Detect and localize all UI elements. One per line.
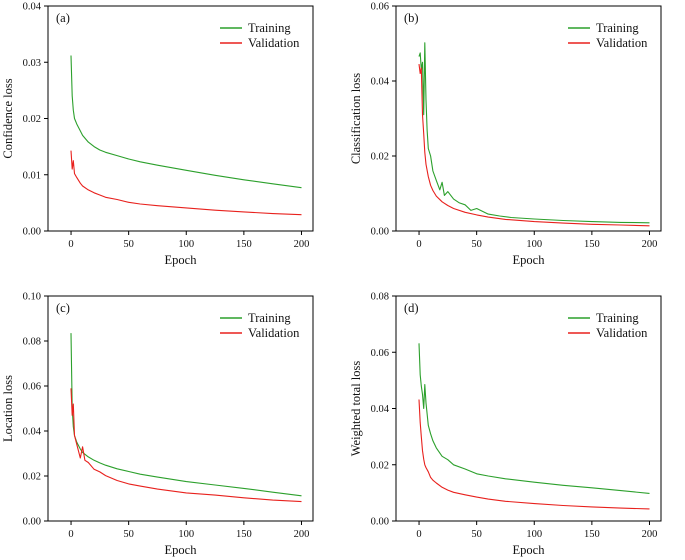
y-tick-label: 0.04 <box>371 77 390 88</box>
chart-panel-d: 0 50 100 150 200 0.00 0.02 0.04 0.06 0.08 Epoch Wei… <box>349 292 662 557</box>
x-tick-label: 100 <box>526 529 542 540</box>
y-tick-label: 0.00 <box>23 227 41 238</box>
y-axis-label: Location loss <box>1 375 15 442</box>
legend-label-validation: Validation <box>596 326 648 340</box>
y-axis-label: Classification loss <box>349 73 363 164</box>
y-tick-label: 0.06 <box>371 348 389 359</box>
y-tick-label: 0.02 <box>23 114 41 125</box>
legend-label-validation: Validation <box>248 36 300 50</box>
x-tick-label: 50 <box>471 239 482 250</box>
y-tick-label: 0.01 <box>23 170 41 181</box>
x-tick-label: 50 <box>123 239 134 250</box>
y-tick-label: 0.06 <box>23 382 41 393</box>
x-tick-label: 50 <box>123 529 134 540</box>
chart-panel-c: 0 50 100 150 200 0.00 0.02 0.04 0.06 0.08 0.10 Epoc… <box>1 292 314 557</box>
y-axis-label: Confidence loss <box>1 78 15 158</box>
panel-label: (b) <box>404 11 419 25</box>
y-tick-label: 0.02 <box>371 460 389 471</box>
y-tick-label: 0.00 <box>371 227 389 238</box>
series-line-validation <box>70 150 302 216</box>
y-tick-label: 0.04 <box>23 427 42 438</box>
y-axis-label: Weighted total loss <box>349 361 363 457</box>
x-tick-label: 200 <box>642 529 658 540</box>
series-line-training <box>70 55 302 189</box>
legend-label-training: Training <box>248 21 291 35</box>
y-tick-label: 0.10 <box>23 292 41 303</box>
x-tick-label: 150 <box>584 529 600 540</box>
series-line-validation <box>70 388 302 503</box>
x-tick-label: 150 <box>584 239 600 250</box>
x-tick-label: 50 <box>471 529 482 540</box>
series-line-training <box>418 42 650 224</box>
x-tick-label: 0 <box>416 529 421 540</box>
y-tick-label: 0.06 <box>371 2 389 13</box>
plot-frame <box>47 295 314 522</box>
panel-label: (d) <box>404 301 419 315</box>
legend-label-validation: Validation <box>596 36 648 50</box>
y-tick-label: 0.00 <box>371 517 389 528</box>
x-axis-label: Epoch <box>165 253 198 267</box>
y-tick-label: 0.08 <box>23 337 41 348</box>
legend-label-training: Training <box>596 21 639 35</box>
x-tick-label: 0 <box>68 529 73 540</box>
x-tick-label: 200 <box>294 529 310 540</box>
x-tick-label: 150 <box>236 529 252 540</box>
chart-panel-a: 0 50 100 150 200 0.00 0.01 0.02 0.03 0.04 Epoch Con… <box>1 2 314 267</box>
x-tick-label: 0 <box>416 239 421 250</box>
series-line-training <box>70 333 302 497</box>
y-tick-label: 0.02 <box>23 472 41 483</box>
x-tick-label: 200 <box>294 239 310 250</box>
x-tick-label: 0 <box>68 239 73 250</box>
series-line-training <box>418 343 650 494</box>
y-tick-label: 0.08 <box>371 292 389 303</box>
series-line-validation <box>418 399 650 510</box>
x-tick-label: 100 <box>178 529 194 540</box>
panel-label: (a) <box>56 11 70 25</box>
chart-panel-b: 0 50 100 150 200 0.00 0.02 0.04 0.06 Epoch Classif… <box>349 2 662 267</box>
x-axis-label: Epoch <box>513 543 546 557</box>
legend-label-training: Training <box>248 311 291 325</box>
x-tick-label: 200 <box>642 239 658 250</box>
legend-label-validation: Validation <box>248 326 300 340</box>
y-tick-label: 0.04 <box>23 2 42 13</box>
x-tick-label: 100 <box>526 239 542 250</box>
x-axis-label: Epoch <box>165 543 198 557</box>
x-axis-label: Epoch <box>513 253 546 267</box>
panel-label: (c) <box>56 301 70 315</box>
y-tick-label: 0.03 <box>23 58 41 69</box>
x-tick-label: 100 <box>178 239 194 250</box>
y-tick-label: 0.02 <box>371 152 389 163</box>
series-line-validation <box>418 64 650 227</box>
plot-frame <box>395 5 662 232</box>
y-tick-label: 0.00 <box>23 517 41 528</box>
legend-label-training: Training <box>596 311 639 325</box>
y-tick-label: 0.04 <box>371 404 390 415</box>
x-tick-label: 150 <box>236 239 252 250</box>
